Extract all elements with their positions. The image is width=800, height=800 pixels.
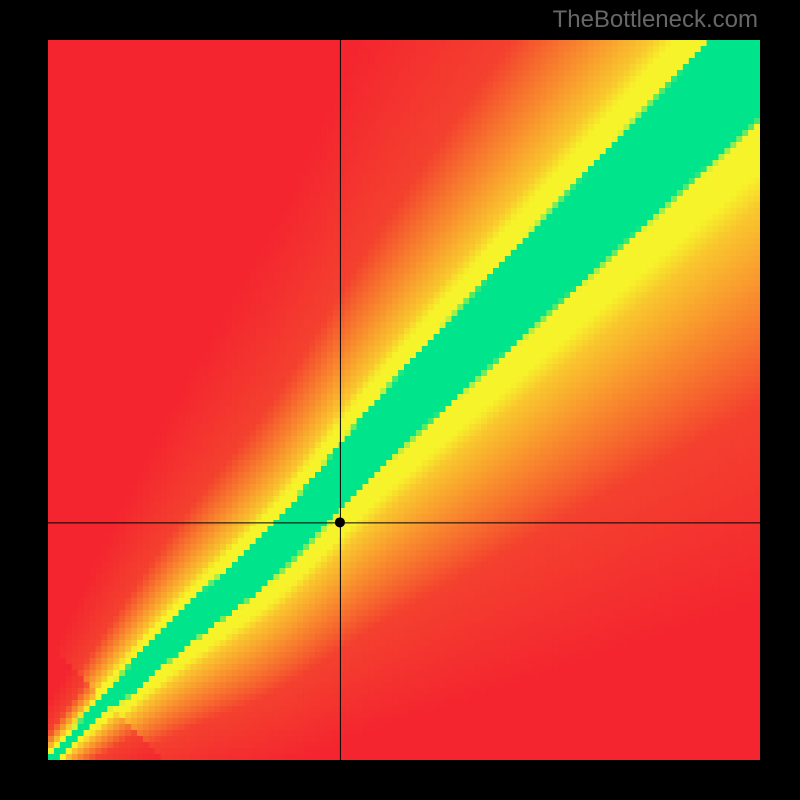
bottleneck-heatmap	[48, 40, 760, 760]
watermark-text: TheBottleneck.com	[553, 6, 758, 34]
